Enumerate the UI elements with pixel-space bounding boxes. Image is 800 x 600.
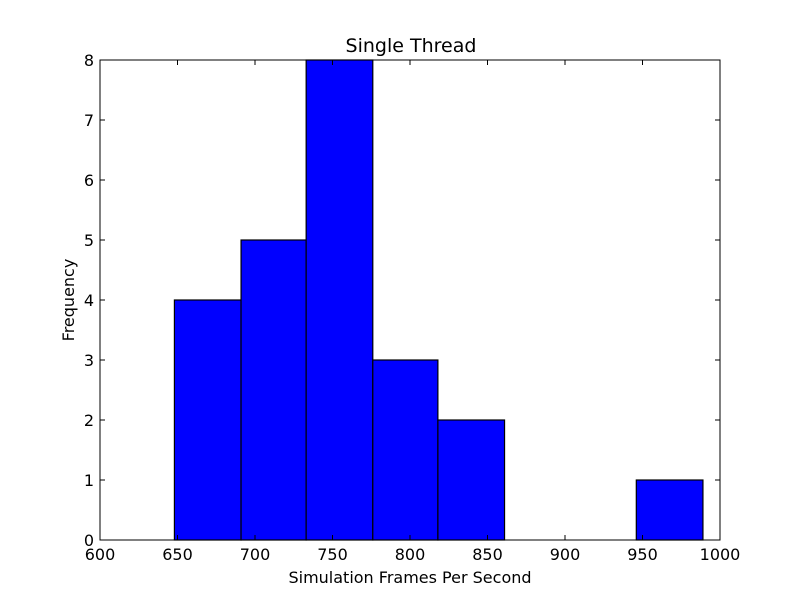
y-tick-label: 3	[84, 351, 94, 370]
histogram-bar-0	[173, 299, 242, 541]
x-tick-label: 650	[162, 545, 193, 564]
histogram-bar-7	[635, 479, 704, 541]
y-axis: 0 1 2 3 4 5 6 7 8	[84, 51, 720, 550]
x-tick-label: 750	[317, 545, 348, 564]
x-tick-label: 800	[395, 545, 426, 564]
bars-group	[173, 59, 704, 541]
y-tick-label: 8	[84, 51, 94, 70]
x-tick-label: 900	[550, 545, 581, 564]
y-tick-label: 7	[84, 111, 94, 130]
y-tick-label: 6	[84, 171, 94, 190]
y-axis-label: Frequency	[59, 259, 78, 342]
histogram-bar-4	[437, 419, 506, 541]
y-tick-label: 0	[84, 531, 94, 550]
histogram-bar-2	[305, 59, 374, 541]
chart-title: Single Thread	[346, 35, 477, 57]
x-tick-label: 950	[627, 545, 658, 564]
x-tick-label: 700	[240, 545, 271, 564]
y-tick-label: 1	[84, 471, 94, 490]
histogram-bar-3	[372, 359, 439, 541]
x-axis-label: Simulation Frames Per Second	[288, 568, 531, 587]
y-tick-label: 4	[84, 291, 94, 310]
x-axis: 600 650 700 750 800 850 900 950 1000	[85, 60, 741, 564]
histogram-bar-1	[240, 239, 307, 541]
x-tick-label: 1000	[700, 545, 741, 564]
x-tick-label: 600	[85, 545, 116, 564]
x-tick-label: 850	[472, 545, 503, 564]
y-tick-label: 5	[84, 231, 94, 250]
y-tick-label: 2	[84, 411, 94, 430]
